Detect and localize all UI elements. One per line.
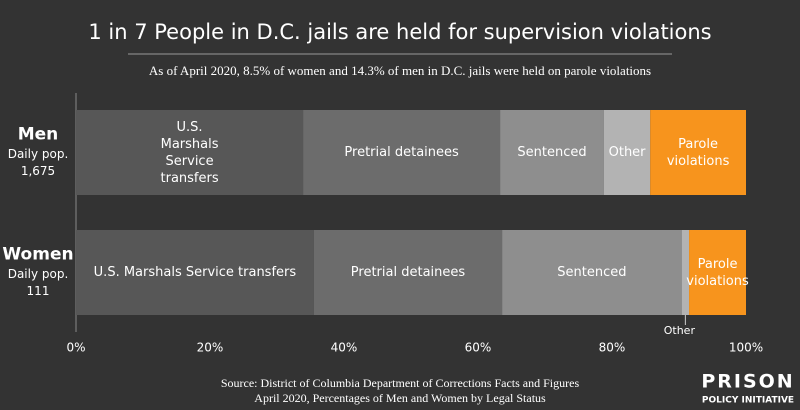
- category-label: Men: [18, 125, 59, 145]
- x-tick-label: 0%: [66, 341, 85, 355]
- bar-segment: [313, 230, 503, 315]
- logo: PRISON: [701, 371, 794, 393]
- source: April 2020, Percentages of Men and Women…: [254, 391, 546, 405]
- subtitle: As of April 2020, 8.5% of women and 14.3…: [149, 63, 651, 78]
- population: 111: [27, 284, 50, 298]
- bar-segment: [76, 110, 304, 195]
- segment-label: Other: [609, 145, 647, 160]
- source: Source: District of Columbia Department …: [221, 376, 580, 390]
- logo: POLICY INITIATIVE: [702, 396, 794, 406]
- segment-label: Sentenced: [517, 145, 586, 160]
- x-tick-label: 80%: [599, 341, 626, 355]
- category-label: Women: [2, 245, 73, 265]
- bar-segment: [303, 110, 501, 195]
- segment-label: Other: [664, 324, 696, 337]
- chart-title: 1 in 7 People in D.C. jails are held for…: [88, 20, 711, 44]
- x-tick-label: 40%: [331, 341, 358, 355]
- bar-segment: [502, 230, 682, 315]
- x-tick-label: 20%: [197, 341, 224, 355]
- segment-label: Parole violations: [686, 257, 749, 289]
- bar-segment: [76, 230, 314, 315]
- bar-segment: [681, 230, 690, 315]
- segment-label: U.S. Marshals Service transfers: [94, 265, 297, 280]
- population-caption: Daily pop.: [8, 267, 69, 281]
- population: 1,675: [21, 164, 55, 178]
- bar-segment: [603, 110, 651, 195]
- population-caption: Daily pop.: [8, 147, 69, 161]
- segment-label: Parole violations: [667, 137, 730, 169]
- x-tick-label: 100%: [729, 341, 763, 355]
- bar-segment: [500, 110, 604, 195]
- bar-segment: [689, 230, 746, 315]
- segment-label: Pretrial detainees: [351, 265, 466, 280]
- segment-label: Pretrial detainees: [344, 145, 459, 160]
- segment-label: Sentenced: [557, 265, 626, 280]
- x-tick-label: 60%: [465, 341, 492, 355]
- bar-segment: [650, 110, 746, 195]
- segment-label: U.S. Marshals Service transfers: [161, 120, 219, 186]
